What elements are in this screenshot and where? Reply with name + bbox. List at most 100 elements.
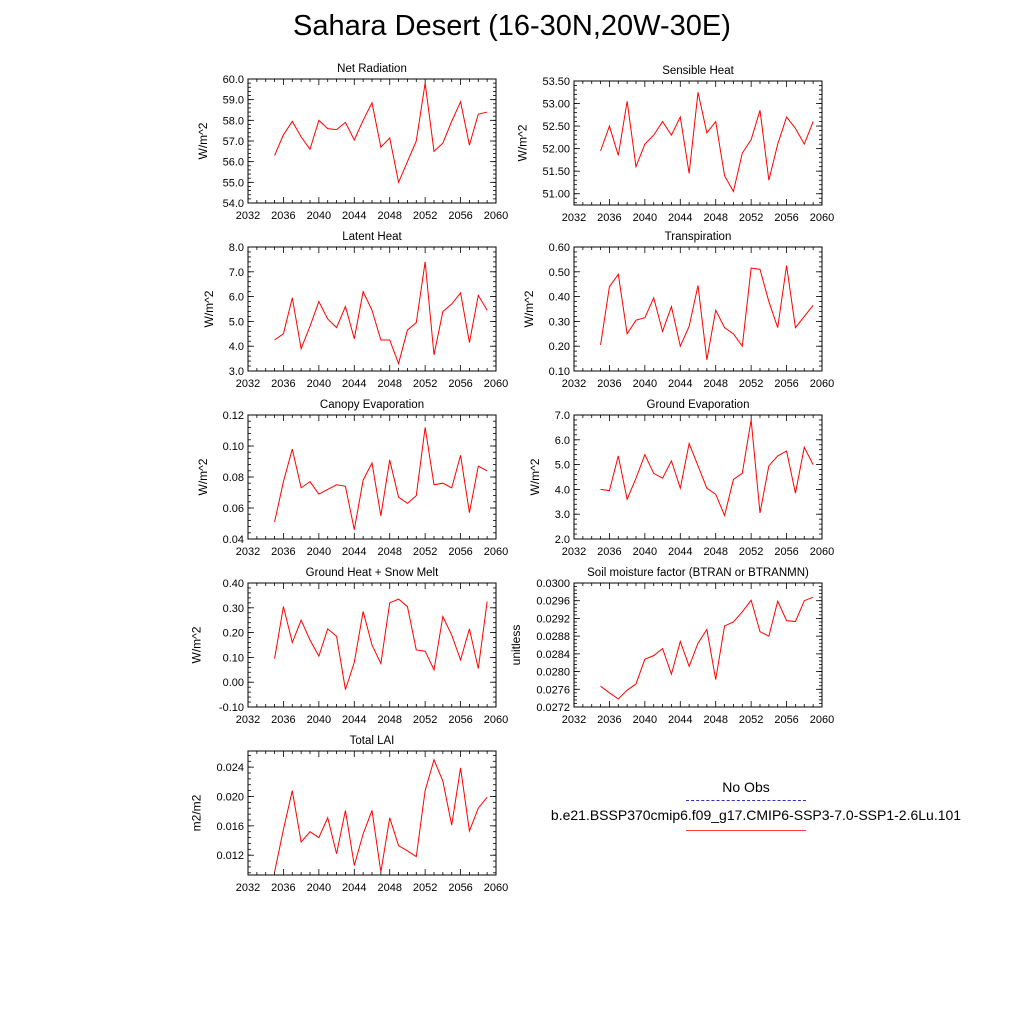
x-tick-label: 2052	[413, 210, 437, 222]
x-tick-label: 2036	[271, 714, 295, 726]
y-tick-label: 0.10	[223, 441, 244, 453]
panel-title: Latent Heat	[342, 231, 402, 243]
x-tick-label: 2044	[668, 546, 692, 558]
y-tick-label: 53.50	[542, 76, 570, 88]
series-line	[600, 265, 814, 360]
x-tick-label: 2060	[484, 378, 508, 390]
y-tick-label: 0.0272	[536, 702, 570, 714]
x-tick-label: 2044	[342, 882, 366, 894]
y-axis-label: unitless	[509, 625, 523, 666]
x-tick-label: 2056	[774, 212, 798, 224]
panel-title: Total LAI	[350, 735, 395, 747]
y-tick-label: 0.10	[223, 652, 244, 664]
y-tick-label: 0.020	[216, 791, 244, 803]
x-tick-label: 2052	[739, 378, 763, 390]
y-tick-label: 0.40	[223, 578, 244, 590]
plot-frame	[247, 78, 497, 204]
y-tick-label: 5.0	[229, 316, 244, 328]
panel-4: 2032 2036 2040 2044 2048 2052 2056 2060 0.10 0.20…	[522, 231, 834, 390]
y-tick-label: 0.04	[223, 534, 244, 546]
x-tick-label: 2036	[597, 714, 621, 726]
x-tick-label: 2052	[413, 714, 437, 726]
panel-5: 2032 2036 2040 2044 2048 2052 2056 2060 0.04 0.06…	[196, 399, 508, 558]
y-axis-label: m2/m2	[190, 794, 204, 831]
plot-frame	[573, 80, 823, 206]
x-tick-label: 2040	[633, 546, 657, 558]
x-tick-label: 2040	[633, 378, 657, 390]
y-tick-label: 0.012	[216, 850, 244, 862]
x-tick-label: 2032	[236, 378, 260, 390]
series-line	[600, 92, 814, 193]
x-tick-label: 2056	[448, 546, 472, 558]
series-line	[274, 598, 488, 690]
legend-case-line	[686, 830, 806, 831]
panel-title: Transpiration	[665, 231, 732, 243]
x-tick-label: 2056	[448, 882, 472, 894]
x-tick-label: 2044	[668, 212, 692, 224]
x-tick-label: 2032	[562, 714, 586, 726]
series-line	[600, 419, 814, 518]
series-line	[600, 596, 814, 700]
x-tick-label: 2044	[668, 714, 692, 726]
x-tick-label: 2048	[703, 212, 727, 224]
y-tick-label: 0.50	[549, 267, 570, 279]
y-axis-label: W/m^2	[522, 290, 536, 327]
x-tick-label: 2060	[484, 210, 508, 222]
y-tick-label: 7.0	[555, 410, 570, 422]
plot-frame	[247, 246, 497, 372]
plot-frame	[573, 246, 823, 372]
x-tick-label: 2056	[774, 546, 798, 558]
x-tick-label: 2048	[377, 546, 401, 558]
y-tick-label: 6.0	[555, 435, 570, 447]
panel-9: 2032 2036 2040 2044 2048 2052 2056 2060 0.012 0.0…	[190, 735, 509, 894]
x-tick-label: 2056	[774, 714, 798, 726]
x-tick-label: 2060	[484, 714, 508, 726]
panel-title: Soil moisture factor (BTRAN or BTRANMN)	[587, 567, 809, 579]
x-tick-label: 2040	[307, 210, 331, 222]
x-tick-label: 2036	[597, 212, 621, 224]
y-tick-label: 0.0296	[536, 596, 570, 608]
x-tick-label: 2044	[342, 378, 366, 390]
series-line	[274, 427, 488, 530]
y-tick-label: 0.30	[223, 603, 244, 615]
x-tick-label: 2036	[271, 546, 295, 558]
y-tick-label: 0.0292	[536, 613, 570, 625]
panel-3: 2032 2036 2040 2044 2048 2052 2056 2060 3.0 4.0 5.…	[202, 231, 508, 390]
legend-obs-line	[686, 800, 806, 801]
panel-title: Canopy Evaporation	[320, 399, 424, 411]
y-tick-label: 0.0276	[536, 684, 570, 696]
y-tick-label: 56.0	[223, 157, 244, 169]
x-tick-label: 2040	[633, 212, 657, 224]
x-tick-label: 2040	[307, 546, 331, 558]
y-tick-label: -0.10	[219, 702, 244, 714]
x-tick-label: 2060	[810, 546, 834, 558]
x-tick-label: 2048	[377, 714, 401, 726]
x-tick-label: 2032	[236, 714, 260, 726]
y-tick-label: 0.60	[549, 242, 570, 254]
x-tick-label: 2036	[597, 378, 621, 390]
x-tick-label: 2044	[342, 714, 366, 726]
x-tick-label: 2060	[810, 714, 834, 726]
x-tick-label: 2048	[377, 882, 401, 894]
x-tick-label: 2056	[448, 210, 472, 222]
panel-title: Net Radiation	[337, 63, 407, 75]
x-tick-label: 2060	[484, 882, 508, 894]
y-tick-label: 0.00	[223, 677, 244, 689]
y-tick-label: 0.30	[549, 316, 570, 328]
x-tick-label: 2032	[562, 212, 586, 224]
x-tick-label: 2036	[271, 882, 295, 894]
y-tick-label: 0.12	[223, 410, 244, 422]
y-tick-label: 0.0300	[536, 578, 570, 590]
legend-case-label: b.e21.BSSP370cmip6.f09_g17.CMIP6-SSP3-7.…	[550, 807, 962, 823]
y-tick-label: 0.0284	[536, 649, 570, 661]
y-tick-label: 4.0	[555, 484, 570, 496]
x-tick-label: 2052	[413, 378, 437, 390]
series-line	[274, 758, 488, 873]
y-tick-label: 60.0	[223, 74, 244, 86]
panel-title: Sensible Heat	[662, 65, 734, 77]
x-tick-label: 2044	[342, 210, 366, 222]
panel-1: 2032 2036 2040 2044 2048 2052 2056 2060 54.0 55.0…	[196, 63, 508, 222]
y-tick-label: 0.06	[223, 503, 244, 515]
x-tick-label: 2040	[307, 882, 331, 894]
x-tick-label: 2036	[597, 546, 621, 558]
